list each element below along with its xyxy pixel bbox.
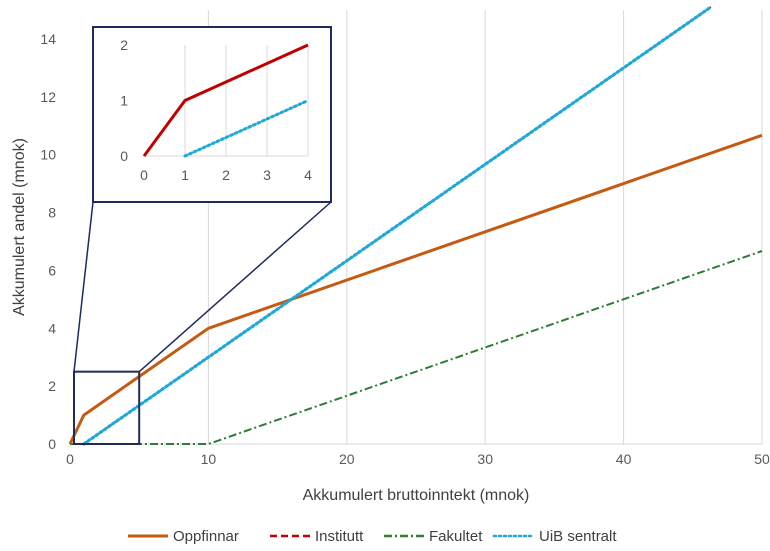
x-tick-label-50: 50 [754, 451, 770, 467]
inset-y-tick-label-0: 0 [120, 148, 128, 164]
zoom-connector-left [73, 201, 94, 372]
zoom-rectangle [73, 370, 141, 445]
y-tick-label-10: 10 [40, 147, 56, 163]
x-tick-label-30: 30 [477, 451, 493, 467]
x-axis-ticks: 0 10 20 30 40 50 [66, 451, 770, 467]
x-tick-label-40: 40 [616, 451, 632, 467]
main-series [68, 5, 763, 446]
y-tick-label-14: 14 [40, 31, 56, 47]
inset-x-tick-label-0: 0 [140, 167, 148, 183]
x-tick-label-0: 0 [66, 451, 74, 467]
y-axis-ticks: 0 2 4 6 8 10 12 14 [40, 31, 56, 452]
legend-item-oppfinnar: Oppfinnar [128, 528, 239, 545]
y-tick-label-2: 2 [48, 378, 56, 394]
inset-x-tick-label-4: 4 [304, 167, 312, 183]
series-line-uib-sentralt [82, 5, 713, 446]
inset-x-tick-label-2: 2 [222, 167, 230, 183]
series-line-fakultet [70, 250, 763, 445]
y-tick-label-0: 0 [48, 436, 56, 452]
zoom-connector-right [138, 201, 332, 373]
inset-series-line-uib-sentralt [183, 99, 310, 158]
x-tick-label-10: 10 [201, 451, 217, 467]
inset-y-tick-label-1: 1 [120, 93, 128, 109]
x-axis-title: Akkumulert bruttoinntekt (mnok) [303, 487, 530, 504]
y-axis-title: Akkumulert andel (mnok) [11, 138, 28, 316]
y-tick-label-4: 4 [48, 320, 56, 336]
inset-series-line-oppfinnar [142, 43, 309, 157]
y-tick-label-12: 12 [40, 89, 56, 105]
legend-label-fakultet: Fakultet [429, 528, 483, 545]
inset-y-tick-label-2: 2 [120, 37, 128, 53]
legend-label-uib-sentralt: UiB sentralt [539, 528, 617, 545]
main-grid [207, 10, 763, 444]
legend-item-uib-sentralt: UiB sentralt [492, 528, 617, 545]
legend-item-fakultet: Fakultet [384, 528, 483, 545]
legend-label-oppfinnar: Oppfinnar [173, 528, 239, 545]
x-tick-label-20: 20 [339, 451, 355, 467]
inset-chart: 0 1 2 3 4 0 1 2 [92, 26, 332, 203]
inset-x-tick-label-1: 1 [181, 167, 189, 183]
legend-label-institutt: Institutt [315, 528, 364, 545]
inset-frame [92, 26, 332, 203]
y-tick-label-6: 6 [48, 262, 56, 278]
y-tick-label-8: 8 [48, 205, 56, 221]
series-line-oppfinnar [68, 133, 763, 445]
zoom-overlay [73, 201, 332, 445]
inset-x-tick-label-3: 3 [263, 167, 271, 183]
legend: Oppfinnar Institutt Fakultet UiB sentralt [128, 528, 617, 545]
legend-item-institutt: Institutt [270, 528, 364, 545]
